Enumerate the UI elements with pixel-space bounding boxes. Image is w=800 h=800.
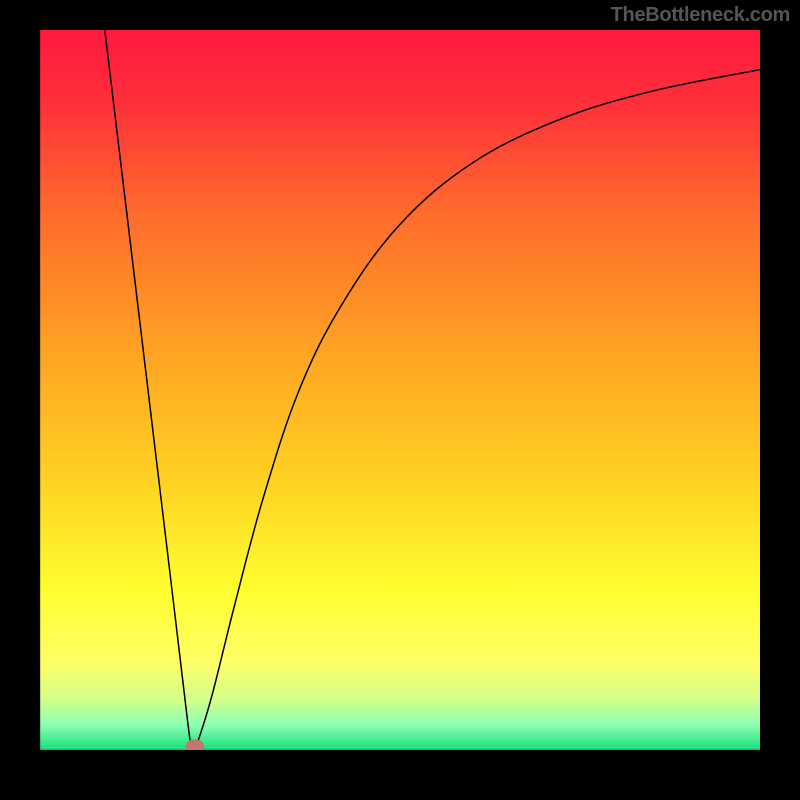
chart-frame: TheBottleneck.com (0, 0, 800, 800)
bottleneck-curve (105, 30, 760, 747)
curve-layer (40, 30, 760, 750)
plot-area (40, 30, 760, 750)
watermark-label: TheBottleneck.com (611, 4, 790, 27)
